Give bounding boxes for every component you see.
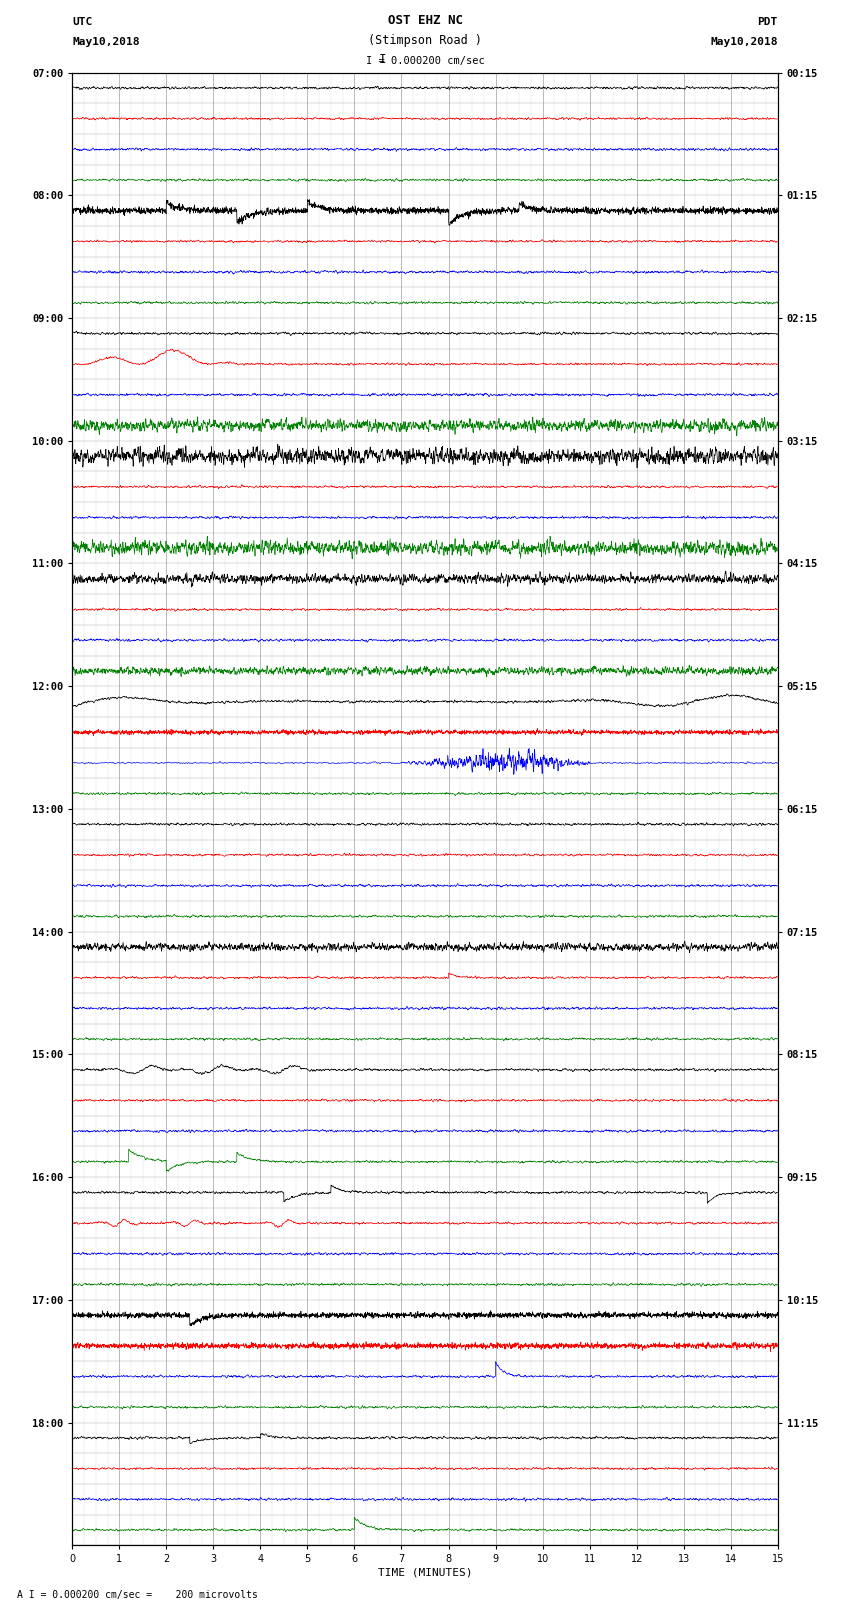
Text: PDT: PDT bbox=[757, 18, 778, 27]
Text: May10,2018: May10,2018 bbox=[711, 37, 778, 47]
Text: A I = 0.000200 cm/sec =    200 microvolts: A I = 0.000200 cm/sec = 200 microvolts bbox=[17, 1590, 258, 1600]
Text: May10,2018: May10,2018 bbox=[72, 37, 139, 47]
Text: OST EHZ NC: OST EHZ NC bbox=[388, 15, 462, 27]
Text: (Stimpson Road ): (Stimpson Road ) bbox=[368, 34, 482, 47]
Text: UTC: UTC bbox=[72, 18, 93, 27]
X-axis label: TIME (MINUTES): TIME (MINUTES) bbox=[377, 1568, 473, 1578]
Text: I: I bbox=[379, 53, 387, 66]
Text: I = 0.000200 cm/sec: I = 0.000200 cm/sec bbox=[366, 56, 484, 66]
